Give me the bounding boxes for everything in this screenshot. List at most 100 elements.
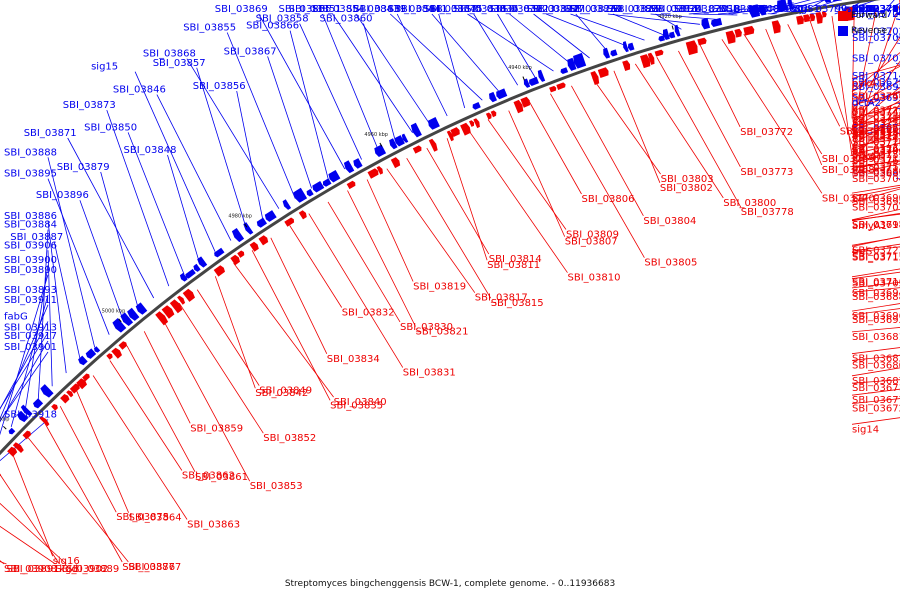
reverse-gene-arrow <box>17 410 29 423</box>
reverse-gene-label: SBI_03818 <box>688 4 741 15</box>
forward-leader-line <box>406 157 492 299</box>
forward-gene-label: SBI_03814 <box>489 254 542 265</box>
reverse-gene-label: SBI_03771 <box>852 4 900 15</box>
reverse-gene-arrow <box>701 17 711 30</box>
reverse-leader-line <box>236 91 264 220</box>
reverse-gene-arrow <box>401 133 409 143</box>
reverse-gene-label: SBI_03767 <box>852 4 900 15</box>
reverse-gene-arrow <box>78 355 88 366</box>
reverse-swatch <box>838 25 848 36</box>
forward-leader-line <box>851 9 877 132</box>
forward-leader-line <box>214 276 256 389</box>
reverse-gene-label: SBI_03765 <box>852 4 900 15</box>
forward-leader-line <box>571 85 644 216</box>
reverse-gene-label: SBI_03884 <box>4 220 57 231</box>
forward-gene-label: SBI_03719 <box>852 138 900 149</box>
reverse-gene-label: SBI_03841 <box>395 4 448 15</box>
reverse-gene-arrow <box>610 49 618 57</box>
forward-gene-label: SBI_03778 <box>741 207 794 218</box>
backbone-arc <box>0 0 881 456</box>
forward-gene-arrow <box>182 288 195 302</box>
reverse-gene-label: atpG <box>852 4 876 15</box>
forward-gene-label: SBI_03864 <box>129 513 182 524</box>
forward-gene-arrow <box>771 20 781 34</box>
forward-gene-arrow <box>446 130 454 142</box>
forward-gene-label: SBI_03744 <box>852 145 900 156</box>
reverse-gene-arrow <box>389 138 398 150</box>
reverse-gene-label: SBI_03825 <box>607 4 660 15</box>
forward-gene-label: SBI_03756 <box>852 114 900 125</box>
reverse-leader-line <box>612 13 664 35</box>
forward-gene-arrow <box>51 404 58 411</box>
reverse-gene-arrow <box>343 160 355 174</box>
reverse-gene-arrow <box>428 117 440 130</box>
reverse-gene-label: SBI_03867 <box>224 46 277 57</box>
reverse-leader-line <box>322 13 379 151</box>
reverse-gene-label: SBI_03669 <box>852 169 900 180</box>
reverse-gene-arrow <box>777 0 788 12</box>
reverse-gene-label: SBI_03762 <box>852 4 900 15</box>
reverse-leader-line <box>67 137 155 299</box>
forward-gene-label: SBI_03728 <box>852 137 900 148</box>
forward-leader-line <box>161 317 251 482</box>
tick-mark <box>671 25 674 30</box>
forward-leader-line <box>308 213 404 368</box>
reverse-gene-arrow <box>185 268 196 279</box>
reverse-gene-label: SBI_03792 <box>852 4 900 15</box>
reverse-gene-arrow <box>8 427 16 435</box>
forward-gene-arrow <box>0 473 1 477</box>
reverse-leader-line <box>167 154 200 264</box>
forward-gene-label: SBI_03830 <box>400 322 453 333</box>
forward-gene-label: SBI_03759 <box>852 131 900 142</box>
forward-leader-line <box>92 375 188 520</box>
forward-leader-line <box>529 101 582 195</box>
reverse-gene-arrow <box>214 247 225 258</box>
forward-leader-line <box>851 52 900 92</box>
forward-leader-line <box>508 110 566 237</box>
forward-gene-label: SBI_03877 <box>128 562 181 573</box>
reverse-gene-label: SBI_03826 <box>564 4 617 15</box>
reverse-gene-arrow <box>472 102 481 110</box>
reverse-gene-arrow <box>293 187 308 203</box>
reverse-leader-line <box>127 132 185 275</box>
reverse-gene-arrow <box>658 35 665 42</box>
reverse-gene-label: atpC <box>852 4 875 15</box>
forward-gene-arrow <box>460 122 471 136</box>
forward-gene-label: SBI_03761 <box>852 156 900 167</box>
reverse-gene-label: SBI_03816 <box>645 4 698 15</box>
forward-gene-arrow <box>549 85 557 93</box>
reverse-gene-label: SBI_03865 <box>279 4 332 15</box>
forward-gene-arrow <box>469 120 475 127</box>
reverse-gene-label: SBI_03691 <box>852 82 900 93</box>
legend-forward: Forward <box>838 8 900 23</box>
reverse-gene-label: SBI_03730 <box>852 4 900 15</box>
reverse-leader-line <box>258 13 346 170</box>
forward-leader-line <box>109 360 183 471</box>
reverse-gene-label: SBI_03710 <box>852 4 900 15</box>
reverse-gene-label: SBI_03886 <box>4 211 57 222</box>
reverse-gene-label: SBI_03722 <box>852 4 900 15</box>
forward-gene-label: SBI_03724 <box>852 149 900 160</box>
reverse-gene-label: SBI_03678 <box>852 123 900 134</box>
forward-gene-label: SBI_03840 <box>334 397 387 408</box>
reverse-leader-line <box>24 265 49 414</box>
forward-gene-label: SBI_03875 <box>116 512 169 523</box>
reverse-gene-arrow <box>312 181 325 193</box>
reverse-gene-arrow <box>832 0 842 2</box>
forward-gene-arrow <box>803 14 811 23</box>
forward-gene-arrow <box>556 82 566 90</box>
forward-leader-line <box>43 421 123 563</box>
forward-gene-arrow <box>106 353 113 360</box>
reverse-gene-label: SBI_03868 <box>143 49 196 60</box>
reverse-gene-label: SBI_03752 <box>852 4 900 15</box>
reverse-leader-line <box>0 351 49 422</box>
forward-gene-arrow <box>213 265 225 277</box>
forward-gene-label: SBI_03711 <box>852 154 900 165</box>
forward-gene-label: SBI_03754 <box>852 91 900 102</box>
forward-gene-arrow <box>237 250 245 258</box>
forward-gene-arrow <box>169 299 183 314</box>
forward-leader-line <box>143 331 191 424</box>
reverse-gene-label: SBI_03721 <box>852 9 900 20</box>
forward-gene-label: SBI_03853 <box>250 481 303 492</box>
forward-gene-arrow <box>845 6 855 21</box>
